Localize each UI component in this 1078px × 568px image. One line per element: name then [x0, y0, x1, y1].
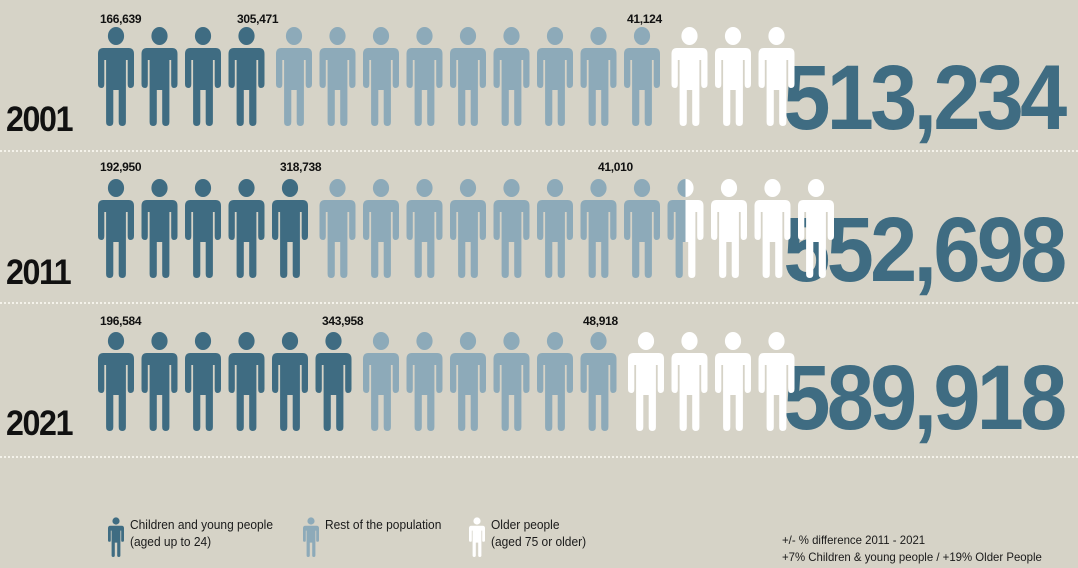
person-icon-children-2011 — [272, 179, 308, 278]
person-icon-rest-2001 — [276, 27, 312, 126]
person-icon-older-2021 — [671, 332, 708, 431]
person-icon-children-2001 — [141, 27, 178, 126]
person-icon-rest-2021 — [363, 332, 399, 431]
person-icon-children-2011 — [185, 179, 221, 278]
year-label-2011: 2011 — [6, 253, 72, 292]
person-icon-rest-2011 — [450, 179, 486, 278]
person-icon-rest-2011 — [580, 179, 617, 278]
label-2011-children: 192,950 — [100, 160, 142, 174]
footnote-line1: +/- % difference 2011 - 2021 — [782, 533, 926, 547]
person-icon-children-2011 — [98, 179, 134, 278]
person-icon-rest-2001 — [319, 27, 356, 126]
total-2001: 513,234 — [783, 47, 1068, 149]
person-icon-rest-2011 — [319, 179, 356, 278]
label-2001-older: 41,124 — [627, 12, 662, 26]
label-2021-older: 48,918 — [583, 314, 618, 328]
legend-rest-label: Rest of the population — [325, 517, 442, 532]
person-icon-rest-2011-half — [667, 179, 686, 278]
person-icon-rest-2001 — [493, 27, 530, 126]
person-icon-rest-2001 — [537, 27, 573, 126]
person-icon-rest-2021 — [537, 332, 573, 431]
person-icon-rest-2011 — [537, 179, 573, 278]
label-2011-rest: 318,738 — [280, 160, 322, 174]
person-icon-rest-2021 — [406, 332, 443, 431]
person-icon-older-2011 — [711, 179, 747, 278]
total-2011: 552,698 — [783, 199, 1068, 301]
person-icon-children-2001 — [98, 27, 134, 126]
label-2001-rest: 305,471 — [237, 12, 279, 26]
person-icon-children-2021 — [98, 332, 134, 431]
legend-older-sublabel: (aged 75 or older) — [491, 534, 587, 549]
person-icon-rest-2001 — [406, 27, 443, 126]
person-icon-children-2021 — [315, 332, 352, 431]
row-divider — [0, 302, 1078, 304]
person-icon-older-2001 — [715, 27, 751, 126]
person-icon-rest-2001 — [624, 27, 660, 126]
person-icon-rest-2021 — [493, 332, 530, 431]
person-icon-rest-2001 — [363, 27, 399, 126]
legend-older-label: Older people — [491, 517, 560, 532]
person-icon-children-2011 — [141, 179, 178, 278]
person-icon-children-2021 — [272, 332, 308, 431]
row-divider — [0, 456, 1078, 458]
person-icon — [108, 517, 124, 557]
legend-older: Older people (aged 75 or older) — [469, 516, 594, 558]
label-2011-older: 41,010 — [598, 160, 633, 174]
person-icon — [469, 517, 485, 557]
person-icon-older-2001 — [671, 27, 708, 126]
person-icon-older-2021 — [715, 332, 751, 431]
person-icon-children-2021 — [228, 332, 265, 431]
person-icon-rest-2011 — [363, 179, 399, 278]
person-icon-children-2011 — [228, 179, 265, 278]
person-icon-rest-2001 — [450, 27, 486, 126]
person-icon-rest-2021 — [580, 332, 617, 431]
label-2021-children: 196,584 — [100, 314, 142, 328]
total-2021: 589,918 — [783, 347, 1068, 449]
person-icon-children-2021 — [185, 332, 221, 431]
person-icon-rest-2011 — [624, 179, 660, 278]
label-2021-rest: 343,958 — [322, 314, 364, 328]
footnote-line2: +7% Children & young people / +19% Older… — [782, 550, 1042, 564]
person-icon-older-2021 — [628, 332, 664, 431]
person-icon — [303, 517, 319, 557]
legend-rest: Rest of the population — [303, 516, 451, 558]
row-divider — [0, 150, 1078, 152]
person-icon-rest-2021 — [450, 332, 486, 431]
person-icon-children-2001 — [228, 27, 265, 126]
year-label-2021: 2021 — [6, 404, 74, 443]
legend-children-label: Children and young people — [130, 517, 273, 532]
person-icon-children-2021 — [141, 332, 178, 431]
person-icon-rest-2011 — [406, 179, 443, 278]
year-label-2001: 2001 — [6, 100, 74, 139]
person-icon-children-2001 — [185, 27, 221, 126]
person-icon-older-2011-half — [685, 179, 704, 278]
legend-children-sublabel: (aged up to 24) — [130, 534, 212, 549]
legend-children: Children and young people (aged up to 24… — [108, 516, 285, 558]
person-icon-rest-2011 — [493, 179, 530, 278]
footnote: +/- % difference 2011 - 2021 +7% Childre… — [782, 532, 1042, 566]
label-2001-children: 166,639 — [100, 12, 142, 26]
person-icon-rest-2001 — [580, 27, 617, 126]
